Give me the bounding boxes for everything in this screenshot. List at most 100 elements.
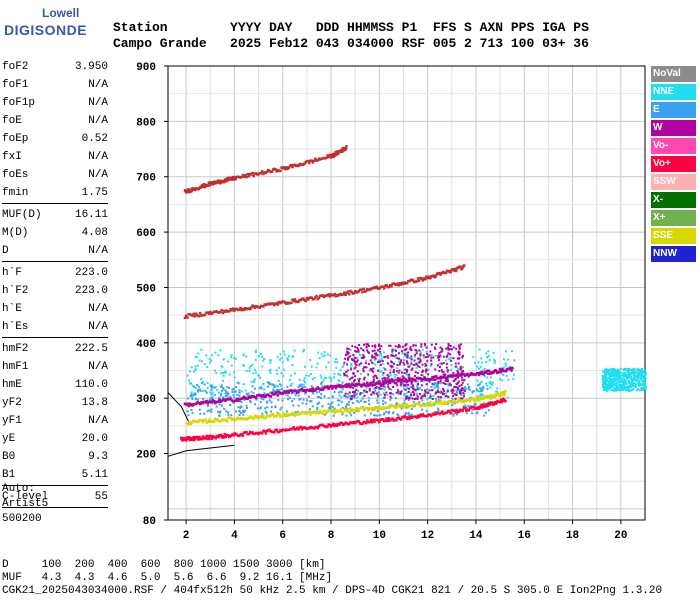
echo-point bbox=[394, 345, 397, 348]
trace-point bbox=[203, 401, 207, 404]
echo-point bbox=[640, 380, 643, 383]
echo-point bbox=[362, 354, 365, 357]
echo-point bbox=[411, 386, 414, 389]
echo-point bbox=[452, 389, 455, 392]
trace-point bbox=[233, 309, 236, 312]
echo-point bbox=[281, 399, 284, 402]
trace-point bbox=[341, 149, 344, 153]
trace-point bbox=[224, 435, 227, 439]
echo-point bbox=[608, 371, 611, 374]
trace-point bbox=[235, 397, 239, 401]
echo-point bbox=[222, 358, 225, 361]
echo-point bbox=[220, 384, 223, 387]
echo-point bbox=[213, 369, 216, 372]
echo-point bbox=[389, 398, 392, 401]
param-row: h`Es N/A bbox=[2, 318, 108, 336]
echo-point bbox=[622, 387, 625, 390]
echo-point bbox=[643, 371, 646, 374]
echo-point bbox=[620, 385, 623, 388]
echo-point bbox=[416, 362, 419, 365]
echo-point bbox=[421, 399, 424, 402]
echo-point bbox=[430, 354, 433, 357]
echo-point bbox=[238, 391, 241, 394]
echo-point bbox=[407, 413, 410, 416]
echo-point bbox=[644, 377, 647, 380]
trace-point bbox=[333, 384, 336, 388]
echo-point bbox=[384, 368, 387, 371]
echo-point bbox=[235, 393, 238, 396]
echo-point bbox=[425, 372, 428, 375]
param-value: N/A bbox=[88, 415, 108, 427]
trace-point bbox=[332, 409, 335, 412]
echo-point bbox=[488, 359, 491, 362]
echo-point bbox=[305, 374, 308, 377]
echo-point bbox=[424, 390, 427, 393]
trace-point bbox=[242, 175, 246, 178]
echo-point bbox=[316, 406, 319, 409]
echo-point bbox=[455, 389, 458, 392]
echo-point bbox=[192, 370, 195, 373]
trace-point bbox=[349, 407, 352, 410]
trace-point bbox=[386, 379, 390, 383]
echo-point bbox=[627, 370, 630, 373]
echo-point bbox=[355, 393, 358, 396]
trace-point bbox=[373, 408, 376, 411]
trace-point bbox=[336, 152, 340, 156]
echo-point bbox=[639, 371, 642, 374]
echo-point bbox=[352, 372, 355, 375]
echo-point bbox=[376, 401, 379, 404]
trace-point bbox=[328, 153, 332, 157]
echo-point bbox=[622, 380, 625, 383]
echo-point bbox=[389, 369, 392, 372]
echo-point bbox=[291, 382, 294, 385]
echo-point bbox=[463, 379, 466, 382]
trace-point bbox=[459, 399, 462, 402]
echo-point bbox=[213, 386, 216, 389]
echo-point bbox=[215, 405, 218, 408]
echo-point bbox=[617, 381, 620, 384]
echo-point bbox=[637, 382, 640, 385]
echo-point bbox=[199, 389, 202, 392]
echo-point bbox=[353, 367, 356, 370]
echo-point bbox=[636, 376, 639, 379]
echo-point bbox=[441, 370, 444, 373]
param-name: foF2 bbox=[2, 61, 29, 73]
echo-point bbox=[613, 377, 616, 380]
echo-point bbox=[302, 349, 305, 352]
echo-point bbox=[447, 380, 450, 383]
auto-program: Artist5 bbox=[2, 498, 49, 510]
footer-file-info: CGK21_2025043034000.RSF / 404fx512h 50 k… bbox=[2, 585, 663, 597]
echo-point bbox=[328, 376, 331, 379]
trace-point bbox=[385, 417, 388, 420]
trace-point bbox=[501, 393, 504, 396]
echo-point bbox=[294, 394, 297, 397]
echo-point bbox=[412, 344, 415, 347]
echo-point bbox=[395, 391, 398, 394]
trace-point bbox=[492, 371, 495, 374]
x-tick-label: 4 bbox=[231, 530, 238, 542]
echo-point bbox=[232, 356, 235, 359]
echo-point bbox=[357, 350, 360, 353]
echo-point bbox=[239, 405, 242, 408]
echo-point bbox=[338, 394, 341, 397]
trace-point bbox=[321, 423, 324, 427]
echo-point bbox=[244, 389, 247, 392]
echo-point bbox=[354, 346, 357, 349]
echo-point bbox=[440, 362, 443, 365]
echo-point bbox=[611, 385, 614, 388]
trace-point bbox=[201, 313, 204, 317]
echo-point bbox=[456, 370, 459, 373]
echo-point bbox=[191, 395, 194, 398]
echo-point bbox=[367, 396, 370, 399]
echo-point bbox=[609, 386, 612, 389]
echo-point bbox=[471, 390, 474, 393]
echo-point bbox=[483, 414, 486, 417]
echo-point bbox=[362, 367, 365, 370]
echo-point bbox=[397, 371, 400, 374]
trace-point bbox=[317, 411, 321, 415]
trace-point bbox=[388, 381, 392, 384]
trace-point bbox=[270, 170, 274, 173]
echo-point bbox=[490, 383, 493, 386]
echo-point bbox=[510, 350, 513, 353]
echo-point bbox=[344, 357, 347, 360]
